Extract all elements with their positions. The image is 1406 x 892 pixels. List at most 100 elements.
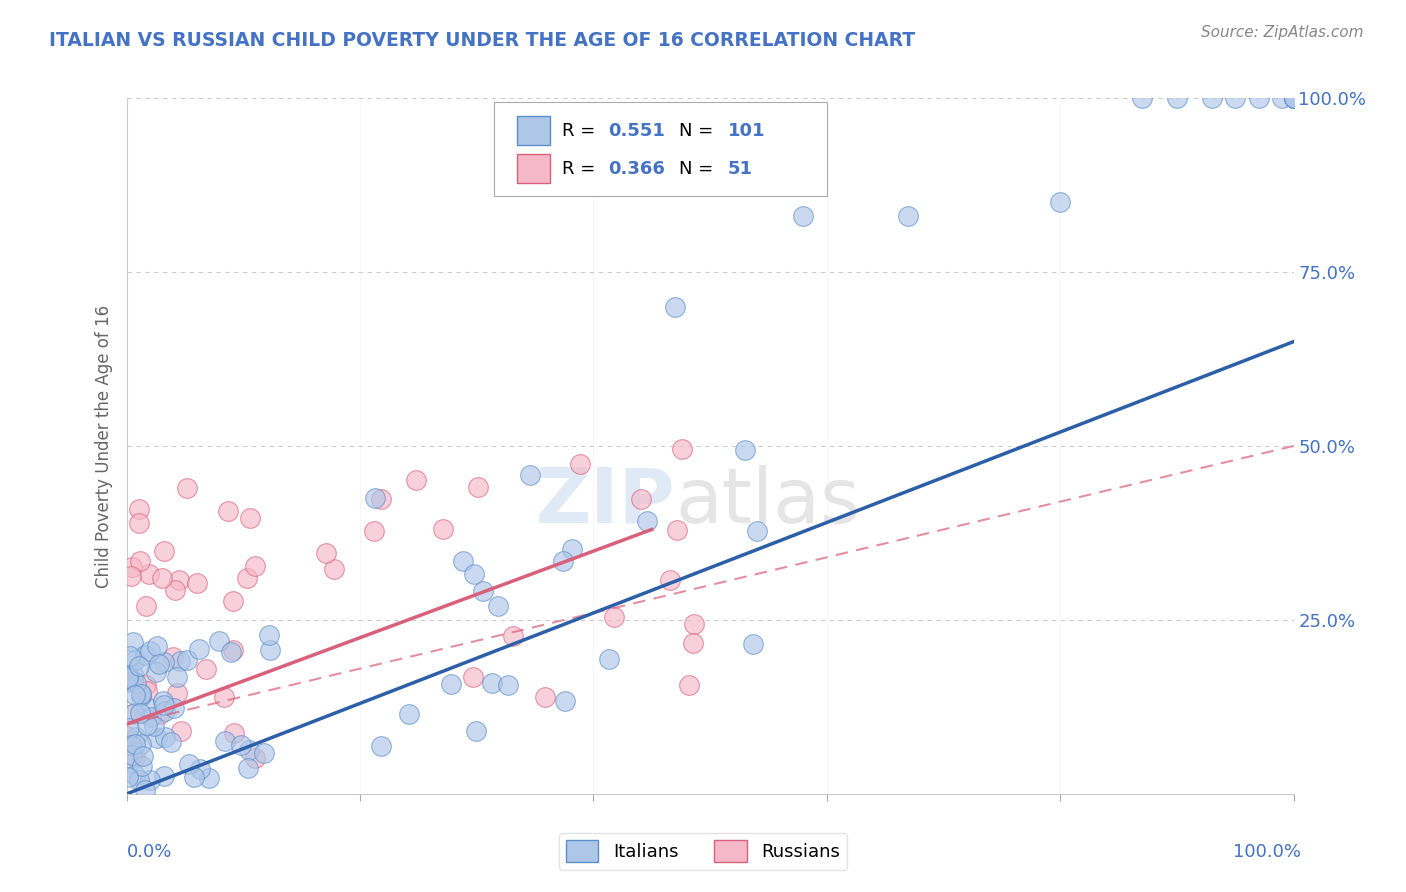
Point xyxy=(166,670,188,684)
Point xyxy=(170,723,193,738)
Text: 0.366: 0.366 xyxy=(609,160,665,178)
Point xyxy=(131,689,153,703)
Point xyxy=(659,573,682,587)
Point xyxy=(153,705,176,719)
Legend: Italians, Russians: Italians, Russians xyxy=(558,833,848,870)
Point xyxy=(117,671,139,685)
Point xyxy=(683,617,706,632)
Point xyxy=(1049,195,1071,210)
Point xyxy=(664,300,686,314)
Point xyxy=(149,707,172,722)
Point xyxy=(682,635,704,649)
Point xyxy=(236,761,259,775)
Point xyxy=(1282,91,1305,105)
Point xyxy=(122,706,145,720)
Point xyxy=(131,749,153,764)
Point xyxy=(229,738,252,752)
Point xyxy=(139,644,162,658)
Text: R =: R = xyxy=(562,160,600,178)
Point xyxy=(364,491,387,505)
Point xyxy=(197,772,219,786)
Point xyxy=(217,504,239,518)
Point xyxy=(792,210,814,224)
Point xyxy=(176,481,198,495)
Point xyxy=(150,571,173,585)
Point xyxy=(129,737,152,751)
Text: 101: 101 xyxy=(727,121,765,139)
Y-axis label: Child Poverty Under the Age of 16: Child Poverty Under the Age of 16 xyxy=(96,304,114,588)
Point xyxy=(152,694,174,708)
Point xyxy=(1282,91,1305,105)
Text: 100.0%: 100.0% xyxy=(1233,843,1301,861)
Point xyxy=(236,571,259,585)
Point xyxy=(630,491,652,506)
Point xyxy=(1282,91,1305,105)
Point xyxy=(153,544,176,558)
Point xyxy=(745,524,768,538)
Point xyxy=(239,511,262,525)
Point xyxy=(451,554,474,568)
Point xyxy=(259,643,281,657)
Point xyxy=(128,502,150,516)
Point xyxy=(138,772,160,787)
Point xyxy=(370,739,392,754)
Point xyxy=(125,731,148,745)
Point xyxy=(146,731,169,745)
Point xyxy=(118,756,141,770)
Point xyxy=(162,649,184,664)
Point xyxy=(148,657,170,672)
Point xyxy=(323,562,346,576)
Point xyxy=(122,634,145,648)
Point xyxy=(187,642,209,657)
Point xyxy=(207,633,229,648)
Point xyxy=(502,629,524,643)
Point xyxy=(561,541,583,556)
Point xyxy=(131,759,153,773)
Point xyxy=(188,763,211,777)
Point xyxy=(734,443,756,458)
Point xyxy=(124,676,146,690)
Point xyxy=(134,648,156,662)
Point xyxy=(138,567,160,582)
Point xyxy=(143,719,166,733)
Bar xyxy=(517,116,550,145)
Point xyxy=(1130,91,1153,105)
Point xyxy=(169,574,191,588)
Point xyxy=(117,668,139,682)
Point xyxy=(569,457,592,471)
Point xyxy=(135,718,157,732)
Point xyxy=(671,442,693,456)
Text: 0.551: 0.551 xyxy=(609,121,665,139)
Point xyxy=(135,678,157,692)
Point xyxy=(519,467,541,482)
Text: N =: N = xyxy=(679,160,718,178)
Point xyxy=(120,738,142,752)
Point xyxy=(463,567,485,582)
Point xyxy=(120,648,142,663)
Point xyxy=(742,637,765,651)
Point xyxy=(135,700,157,714)
Point xyxy=(370,491,392,506)
Point xyxy=(117,729,139,743)
Text: R =: R = xyxy=(562,121,600,139)
Point xyxy=(398,706,420,721)
Point xyxy=(120,569,142,583)
Point xyxy=(315,546,337,560)
Point xyxy=(222,594,245,608)
Point xyxy=(124,737,146,751)
Point xyxy=(124,689,146,703)
Point xyxy=(118,721,141,735)
Point xyxy=(1271,91,1294,105)
Point xyxy=(129,706,152,721)
Point xyxy=(122,667,145,681)
Text: ITALIAN VS RUSSIAN CHILD POVERTY UNDER THE AGE OF 16 CORRELATION CHART: ITALIAN VS RUSSIAN CHILD POVERTY UNDER T… xyxy=(49,31,915,50)
Point xyxy=(153,769,176,783)
Point xyxy=(471,584,494,599)
Point xyxy=(598,651,620,665)
Point xyxy=(1282,91,1305,105)
Point xyxy=(134,782,156,797)
Point xyxy=(135,599,157,614)
Point xyxy=(465,723,488,738)
Point xyxy=(1247,91,1270,105)
Point xyxy=(257,628,280,642)
